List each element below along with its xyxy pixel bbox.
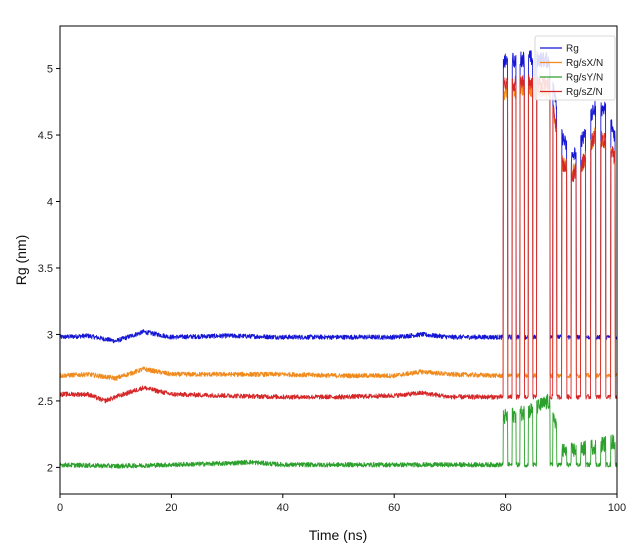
legend-label: Rg/sZ/N bbox=[566, 87, 603, 98]
x-tick-label: 40 bbox=[277, 502, 289, 514]
y-tick-label: 4.5 bbox=[38, 130, 53, 142]
legend-label: Rg/sY/N bbox=[566, 73, 603, 84]
y-tick-label: 3.5 bbox=[38, 263, 53, 275]
x-axis-ticks: 0 20 40 60 80 100 bbox=[57, 494, 626, 514]
y-tick-label: 5 bbox=[47, 64, 53, 76]
y-tick-label: 2 bbox=[47, 462, 53, 474]
series-line-rg-sz-n bbox=[60, 73, 617, 404]
y-axis-label: Rg (nm) bbox=[13, 235, 29, 286]
legend-box bbox=[534, 35, 616, 101]
y-axis-ticks: 2 2.5 3 3.5 4 4.5 5 bbox=[38, 64, 60, 474]
plot-frame bbox=[59, 25, 618, 495]
legend: Rg Rg/sX/N Rg/sY/N Rg/sZ/N bbox=[534, 35, 616, 101]
x-tick-label: 100 bbox=[608, 502, 626, 514]
x-tick-label: 20 bbox=[165, 502, 177, 514]
series-layer bbox=[60, 50, 617, 469]
x-tick-label: 80 bbox=[499, 502, 511, 514]
x-tick-label: 60 bbox=[388, 502, 400, 514]
y-tick-label: 4 bbox=[47, 197, 53, 209]
series-line-rg-sy-n bbox=[60, 393, 617, 469]
legend-label: Rg/sX/N bbox=[566, 58, 603, 69]
x-tick-label: 0 bbox=[57, 502, 63, 514]
x-axis-label: Time (ns) bbox=[309, 527, 368, 543]
y-tick-label: 2.5 bbox=[38, 396, 53, 408]
y-tick-label: 3 bbox=[47, 329, 53, 341]
series-line-rg bbox=[60, 50, 617, 344]
legend-label: Rg bbox=[566, 44, 579, 55]
